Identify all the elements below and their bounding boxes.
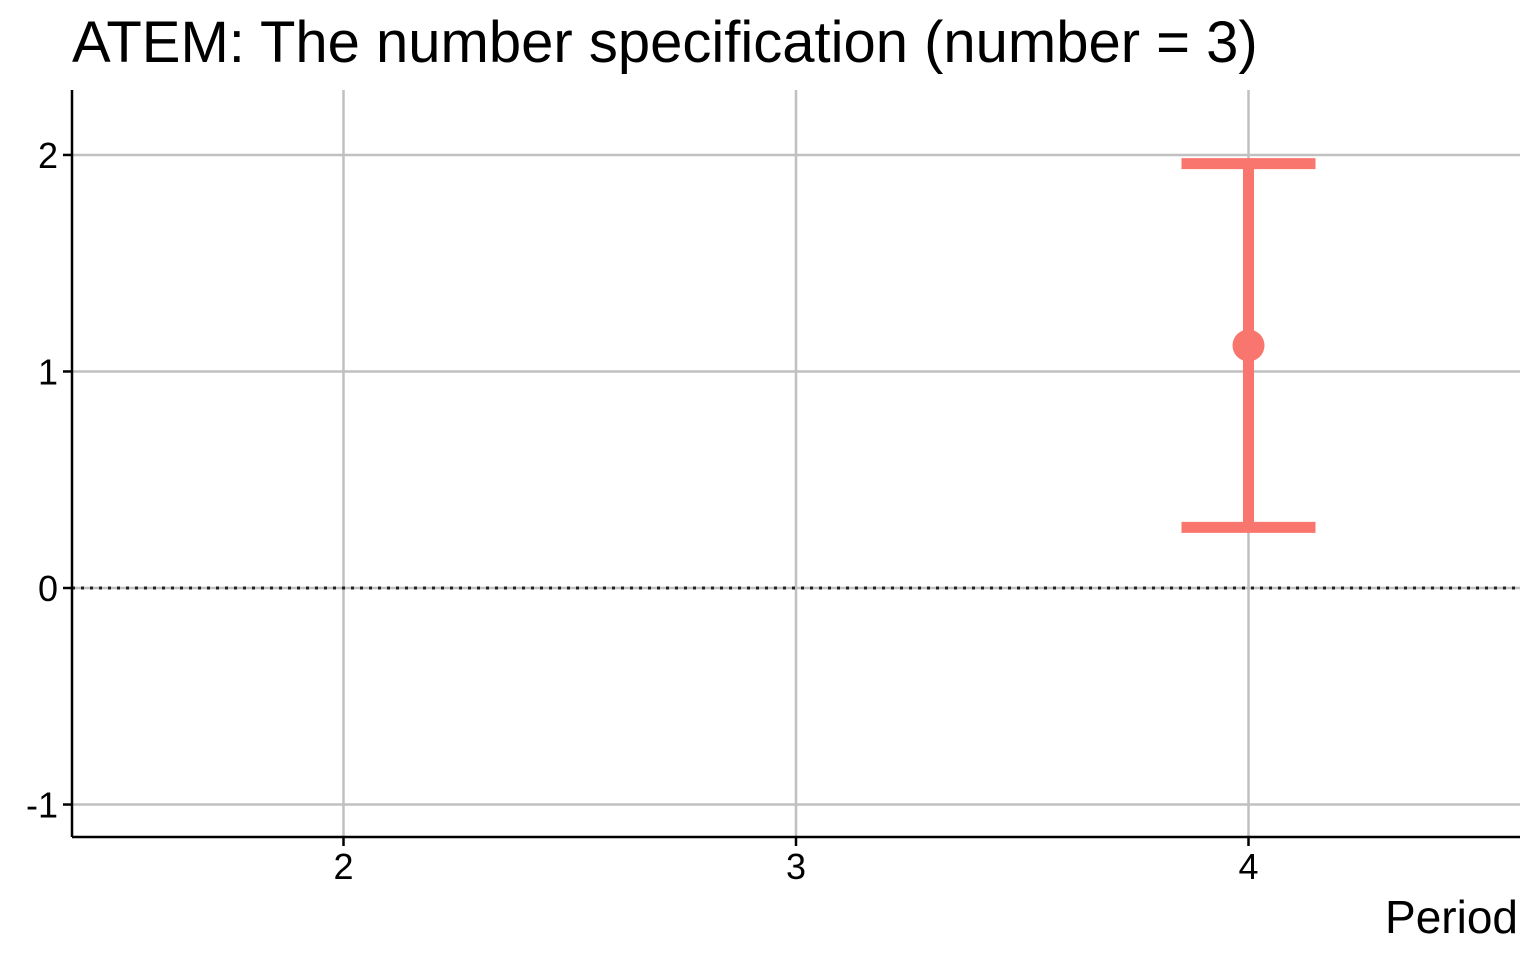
chart-title: ATEM: The number specification (number =… bbox=[72, 10, 1258, 75]
grid bbox=[72, 90, 1520, 837]
series bbox=[1181, 158, 1316, 533]
y-tick-label-1: 1 bbox=[38, 351, 58, 392]
y-tick-label-0: 0 bbox=[38, 568, 58, 609]
x-tick-label-4: 4 bbox=[1238, 846, 1258, 887]
x-ticks: 2 3 4 bbox=[333, 837, 1259, 887]
point-estimate-0-0 bbox=[1232, 329, 1265, 362]
x-tick-label-3: 3 bbox=[786, 846, 806, 887]
y-tick-label--1: -1 bbox=[26, 785, 58, 826]
y-ticks: -1 0 1 2 bbox=[26, 135, 72, 826]
y-tick-label-2: 2 bbox=[38, 135, 58, 176]
x-axis-title: Period bbox=[1385, 891, 1518, 943]
x-tick-label-2: 2 bbox=[333, 846, 353, 887]
